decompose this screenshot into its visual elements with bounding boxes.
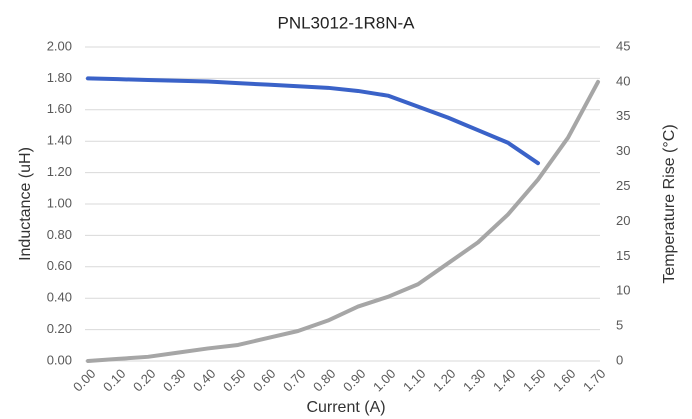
y-tick-label: 2.00	[47, 38, 72, 53]
x-tick-label: 0.00	[70, 366, 99, 395]
x-tick-label: 0.10	[100, 366, 129, 395]
y-tick-label: 0.60	[47, 258, 72, 273]
x-tick-label: 0.40	[190, 366, 219, 395]
x-tick-label: 0.50	[220, 366, 249, 395]
y2-tick-label: 30	[616, 143, 630, 158]
x-tick-label: 0.90	[340, 366, 369, 395]
y-tick-label: 1.80	[47, 70, 72, 85]
y2-tick-label: 45	[616, 38, 630, 53]
y2-tick-label: 0	[616, 352, 623, 367]
x-tick-label: 1.30	[460, 366, 489, 395]
chart-title: PNL3012-1R8N-A	[277, 13, 415, 32]
x-tick-label: 1.40	[490, 366, 519, 395]
y-tick-label: 0.40	[47, 290, 72, 305]
y2-axis-title: Temperature Rise (°C)	[661, 124, 678, 283]
y2-tick-label: 20	[616, 213, 630, 228]
y2-tick-label: 40	[616, 73, 630, 88]
y-tick-label: 1.00	[47, 195, 72, 210]
x-tick-label: 0.60	[250, 366, 279, 395]
x-tick-label: 1.00	[370, 366, 399, 395]
y2-tick-label: 5	[616, 318, 623, 333]
y-axis-title: Inductance (uH)	[17, 147, 34, 261]
x-tick-label: 0.80	[310, 366, 339, 395]
x-tick-label: 1.60	[550, 366, 579, 395]
y2-tick-label: 25	[616, 178, 630, 193]
x-tick-label: 1.70	[580, 366, 609, 395]
x-tick-label: 0.30	[160, 366, 189, 395]
y-tick-label: 0.80	[47, 227, 72, 242]
x-tick-label: 0.20	[130, 366, 159, 395]
y2-tick-label: 10	[616, 283, 630, 298]
x-tick-label: 1.50	[520, 366, 549, 395]
series-line	[86, 76, 540, 166]
series-line	[86, 79, 600, 363]
y-tick-label: 0.00	[47, 352, 72, 367]
y-tick-label: 0.20	[47, 321, 72, 336]
x-tick-label: 1.20	[430, 366, 459, 395]
y2-tick-label: 15	[616, 248, 630, 263]
y2-tick-label: 35	[616, 108, 630, 123]
y-tick-label: 1.40	[47, 133, 72, 148]
x-tick-label: 1.10	[400, 366, 429, 395]
x-tick-label: 0.70	[280, 366, 309, 395]
y-tick-label: 1.60	[47, 101, 72, 116]
x-axis-title: Current (A)	[306, 399, 385, 416]
y-tick-label: 1.20	[47, 164, 72, 179]
